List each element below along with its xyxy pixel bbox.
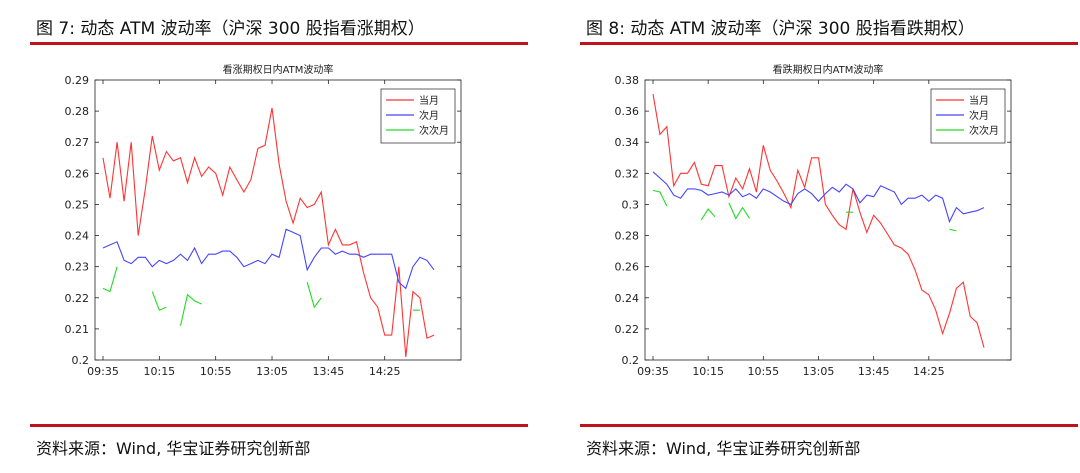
x-tick-label: 10:15: [143, 365, 175, 378]
series-line-1: [652, 93, 985, 348]
figure-title: 图 7: 动态 ATM 波动率（沪深 300 股指看涨期权）: [36, 19, 425, 39]
x-tick-label: 10:55: [747, 365, 779, 378]
source-note: 资料来源：Wind, 华宝证券研究创新部: [36, 439, 311, 458]
chart-title: 看涨期权日内ATM波动率: [223, 63, 334, 76]
series-line-2: [102, 228, 435, 290]
y-tick-label: 0.29: [65, 74, 90, 87]
chart-title: 看跌期权日内ATM波动率: [773, 63, 884, 76]
y-tick-label: 0.3: [622, 198, 640, 211]
title-rule: [580, 42, 1078, 45]
y-tick-label: 0.26: [615, 261, 640, 274]
legend-label: 次次月: [419, 124, 449, 137]
call-iv-chart: 看涨期权日内ATM波动率 0.2 0.21 0.22 0.23 0.24 0.25 0.26 0…: [65, 63, 462, 378]
figure-panel-8: 图 8: 动态 ATM 波动率（沪深 300 股指看跌期权） 看跌期权日内ATM…: [580, 0, 1080, 473]
figure-title: 图 8: 动态 ATM 波动率（沪深 300 股指看跌期权）: [586, 19, 975, 39]
put-iv-chart: 看跌期权日内ATM波动率 0.2 0.22 0.24 0.26 0.28 0.3 0.32 0.…: [615, 63, 1012, 378]
y-tick-label: 0.38: [615, 74, 640, 87]
x-tick-label: 09:35: [637, 365, 669, 378]
x-tick-label: 10:15: [692, 365, 724, 378]
x-tick-label: 13:45: [858, 365, 890, 378]
y-tick-label: 0.2: [72, 354, 90, 367]
legend-box: [930, 88, 1006, 144]
legend-label: 次次月: [969, 124, 999, 137]
y-tick-label: 0.26: [65, 167, 90, 180]
y-tick-label: 0.21: [65, 323, 90, 336]
series-segment-3: [652, 189, 668, 207]
y-tick-label: 0.22: [615, 323, 640, 336]
x-tick-label: 13:05: [803, 365, 835, 378]
legend-label: 当月: [969, 94, 989, 107]
figure-panel-7: 图 7: 动态 ATM 波动率（沪深 300 股指看涨期权） 看涨期权日内ATM…: [30, 0, 540, 473]
series-segment-3: [179, 293, 202, 326]
x-tick-label: 10:55: [200, 365, 232, 378]
x-tick-label: 09:35: [87, 365, 119, 378]
y-tick-label: 0.24: [65, 230, 90, 243]
legend-label: 次月: [969, 109, 989, 122]
source-note: 资料来源：Wind, 华宝证券研究创新部: [586, 439, 861, 458]
source-rule: [30, 424, 528, 427]
y-tick-label: 0.34: [615, 136, 640, 149]
x-tick-label: 14:25: [913, 365, 945, 378]
series-segment-3: [151, 291, 167, 311]
legend-label: 次月: [419, 109, 439, 122]
y-tick-label: 0.28: [65, 105, 90, 118]
series-segment-3: [700, 208, 716, 221]
y-tick-label: 0.2: [622, 354, 640, 367]
series-segment-3: [728, 202, 750, 220]
series-segment-3: [949, 228, 957, 232]
legend-box: [380, 88, 456, 144]
x-tick-label: 13:45: [313, 365, 345, 378]
legend-label: 当月: [419, 94, 439, 107]
series-line-1: [102, 107, 435, 357]
y-tick-label: 0.22: [65, 292, 90, 305]
series-segment-3: [102, 266, 118, 293]
y-tick-label: 0.25: [65, 198, 90, 211]
x-tick-label: 14:25: [369, 365, 401, 378]
y-tick-label: 0.32: [615, 167, 640, 180]
source-rule: [580, 424, 1078, 427]
series-line-2: [652, 171, 985, 224]
y-tick-label: 0.24: [615, 292, 640, 305]
y-tick-label: 0.27: [65, 136, 90, 149]
title-rule: [30, 42, 528, 45]
series-segment-3: [306, 282, 322, 309]
y-tick-label: 0.23: [65, 261, 90, 274]
y-tick-label: 0.36: [615, 105, 640, 118]
y-tick-label: 0.28: [615, 230, 640, 243]
x-tick-label: 13:05: [256, 365, 288, 378]
